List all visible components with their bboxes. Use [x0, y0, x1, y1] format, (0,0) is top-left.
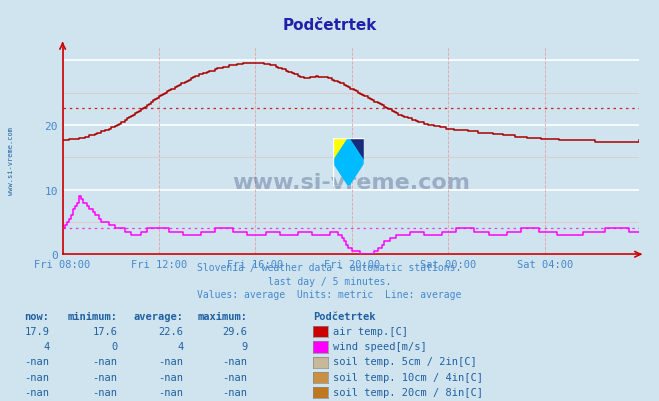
Text: Podčetrtek: Podčetrtek: [313, 311, 376, 321]
Text: -nan: -nan: [158, 356, 183, 367]
Text: -nan: -nan: [222, 356, 247, 367]
Text: -nan: -nan: [24, 372, 49, 382]
Polygon shape: [333, 138, 349, 162]
Text: -nan: -nan: [222, 372, 247, 382]
Text: -nan: -nan: [24, 356, 49, 367]
Text: -nan: -nan: [92, 372, 117, 382]
Text: 4: 4: [177, 341, 183, 351]
Text: Podčetrtek: Podčetrtek: [282, 18, 377, 33]
Text: -nan: -nan: [158, 387, 183, 397]
Polygon shape: [333, 138, 364, 186]
Text: wind speed[m/s]: wind speed[m/s]: [333, 341, 426, 351]
Text: 9: 9: [241, 341, 247, 351]
Polygon shape: [349, 138, 364, 162]
Text: www.si-vreme.com: www.si-vreme.com: [8, 126, 14, 194]
Text: minimum:: minimum:: [67, 311, 117, 321]
Text: now:: now:: [24, 311, 49, 321]
Text: soil temp. 5cm / 2in[C]: soil temp. 5cm / 2in[C]: [333, 356, 476, 367]
Text: last day / 5 minutes.: last day / 5 minutes.: [268, 276, 391, 286]
Text: 4: 4: [43, 341, 49, 351]
Text: 0: 0: [111, 341, 117, 351]
Text: maximum:: maximum:: [197, 311, 247, 321]
Text: average:: average:: [133, 311, 183, 321]
Text: -nan: -nan: [222, 387, 247, 397]
Text: -nan: -nan: [92, 387, 117, 397]
Text: -nan: -nan: [92, 356, 117, 367]
Text: Slovenia / weather data - automatic stations.: Slovenia / weather data - automatic stat…: [197, 263, 462, 273]
Text: -nan: -nan: [24, 387, 49, 397]
Text: 29.6: 29.6: [222, 326, 247, 336]
Text: -nan: -nan: [158, 372, 183, 382]
Text: www.si-vreme.com: www.si-vreme.com: [232, 172, 470, 192]
Text: 22.6: 22.6: [158, 326, 183, 336]
Text: air temp.[C]: air temp.[C]: [333, 326, 408, 336]
Text: soil temp. 20cm / 8in[C]: soil temp. 20cm / 8in[C]: [333, 387, 483, 397]
Text: soil temp. 10cm / 4in[C]: soil temp. 10cm / 4in[C]: [333, 372, 483, 382]
Text: 17.6: 17.6: [92, 326, 117, 336]
Text: 17.9: 17.9: [24, 326, 49, 336]
Text: Values: average  Units: metric  Line: average: Values: average Units: metric Line: aver…: [197, 289, 462, 299]
